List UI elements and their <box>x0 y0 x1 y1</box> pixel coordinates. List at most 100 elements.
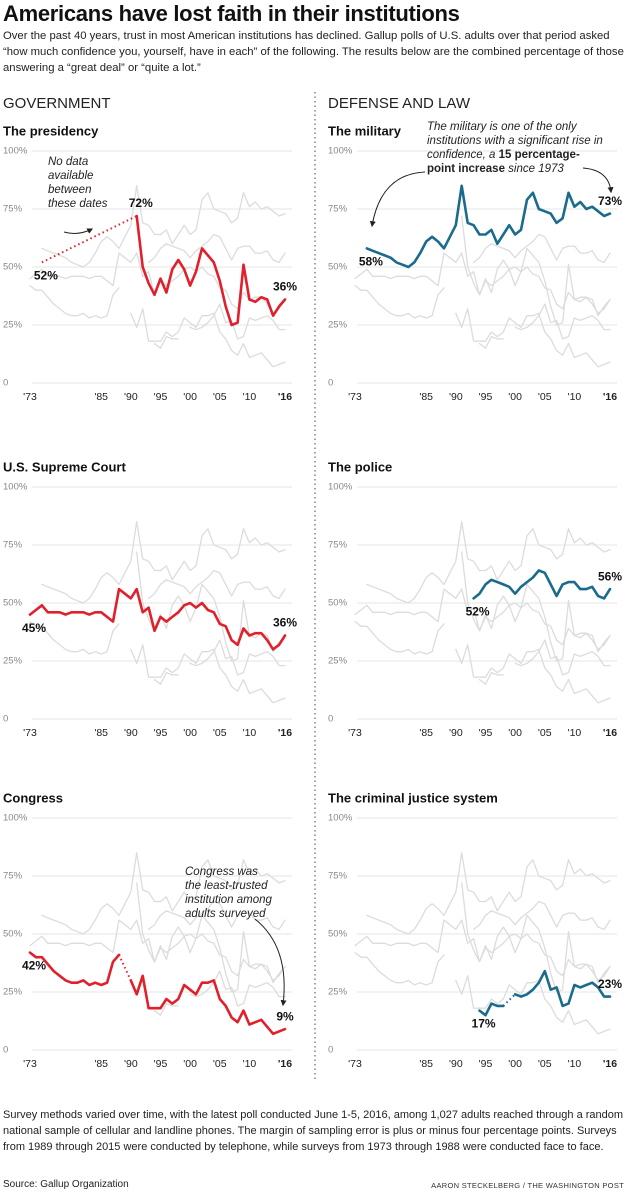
y-tick-label: 75% <box>328 871 348 882</box>
background-line <box>455 975 611 1035</box>
y-tick-label: 50% <box>3 929 23 940</box>
y-tick-label: 0 <box>3 714 8 725</box>
background-line <box>354 919 611 982</box>
x-tick-label: '00 <box>183 391 197 403</box>
value-label: 72% <box>129 196 153 210</box>
line <box>365 184 612 269</box>
y-tick-label: 100% <box>3 813 28 824</box>
x-tick-label: '16 <box>278 727 292 739</box>
x-tick-label: '73 <box>348 391 362 403</box>
x-tick-label: '90 <box>124 391 138 403</box>
annotation: confidence, a 15 percentage- <box>427 149 580 161</box>
value-label: 17% <box>472 1017 496 1031</box>
x-tick-label: '10 <box>568 1058 582 1070</box>
y-tick-label: 25% <box>328 987 348 998</box>
annotation: point increase since 1973 <box>427 163 564 175</box>
credit: AARON STECKELBERG / THE WASHINGTON POST <box>431 1181 624 1190</box>
background-line <box>153 671 179 685</box>
background-line <box>153 335 179 349</box>
note: Survey methods varied over time, with th… <box>3 1109 624 1153</box>
background-line <box>354 951 445 986</box>
y-tick-label: 75% <box>328 540 348 551</box>
x-tick-label: '95 <box>154 727 168 739</box>
x-tick-label: '16 <box>278 391 292 403</box>
x-tick-label: '05 <box>538 727 552 739</box>
background-line <box>41 521 286 604</box>
x-tick-label: '00 <box>508 391 522 403</box>
value-label: 36% <box>273 616 297 630</box>
y-tick-label: 100% <box>328 146 353 157</box>
x-tick-label: '95 <box>479 727 493 739</box>
annotation-text: institutions with a significant rise in <box>427 135 603 147</box>
background-line <box>472 900 611 931</box>
value-label: 56% <box>598 569 622 583</box>
background-line <box>189 970 286 1007</box>
x-tick-label: '73 <box>23 391 37 403</box>
line <box>129 974 287 1036</box>
y-tick-label: 50% <box>3 598 23 609</box>
value-label: 52% <box>34 269 58 283</box>
value-label: 36% <box>273 280 297 294</box>
x-tick-label: '73 <box>348 1058 362 1070</box>
annotation-text: The military is one of the only <box>427 121 578 133</box>
annotation-text: these dates <box>48 198 108 210</box>
x-tick-label: '05 <box>213 727 227 739</box>
x-tick-label: '16 <box>603 1058 617 1070</box>
chart-title: The police <box>328 459 392 474</box>
title: Americans have lost faith in their insti… <box>3 1 460 26</box>
x-tick-label: '95 <box>154 1058 168 1070</box>
y-tick-label: 50% <box>3 262 23 273</box>
annotation-text: between <box>48 184 91 196</box>
x-tick-label: '85 <box>94 1058 108 1070</box>
background-line <box>514 639 611 676</box>
background-line <box>461 215 611 326</box>
value-label: 73% <box>598 194 622 208</box>
x-tick-label: '85 <box>419 391 433 403</box>
y-tick-label: 75% <box>3 540 23 551</box>
background-line <box>147 569 286 600</box>
value-label: 58% <box>359 255 383 269</box>
x-tick-label: '90 <box>124 1058 138 1070</box>
background-line <box>366 852 611 935</box>
value-label: 42% <box>22 959 46 973</box>
x-tick-label: '10 <box>243 1058 257 1070</box>
annotation-text: 15 percentage- <box>499 149 580 161</box>
annotation: the least-trusted <box>185 880 268 892</box>
x-tick-label: '90 <box>124 727 138 739</box>
x-tick-label: '90 <box>449 727 463 739</box>
x-tick-label: '73 <box>23 727 37 739</box>
background-line <box>41 185 286 268</box>
annotation-arrow <box>63 228 94 234</box>
annotation: institution among <box>185 894 273 906</box>
annotation-text: confidence, a <box>427 149 499 161</box>
annotation-text: adults surveyed <box>185 908 266 920</box>
x-tick-label: '95 <box>479 391 493 403</box>
x-tick-label: '10 <box>243 727 257 739</box>
x-tick-label: '00 <box>508 727 522 739</box>
line <box>472 569 612 600</box>
x-tick-label: '00 <box>183 727 197 739</box>
background-line <box>366 521 611 604</box>
line <box>28 587 287 651</box>
background-line <box>455 644 611 704</box>
y-tick-label: 25% <box>3 320 23 331</box>
background-line <box>189 639 286 676</box>
x-tick-label: '85 <box>94 391 108 403</box>
x-tick-label: '10 <box>568 391 582 403</box>
value-label: 23% <box>598 977 622 991</box>
background-line <box>354 620 445 655</box>
y-tick-label: 100% <box>328 813 353 824</box>
y-tick-label: 100% <box>3 482 28 493</box>
y-tick-label: 25% <box>328 320 348 331</box>
annotation-arrow <box>582 167 614 194</box>
annotation: between <box>48 184 91 196</box>
subtitle: Over the past 40 years, trust in most Am… <box>3 30 624 74</box>
x-tick-label: '90 <box>449 1058 463 1070</box>
x-tick-label: '00 <box>508 1058 522 1070</box>
annotation-text: institution among <box>185 894 273 906</box>
background-line <box>136 551 286 662</box>
chart-title: The criminal justice system <box>328 790 498 805</box>
gap-connector <box>118 954 132 981</box>
x-tick-label: '16 <box>603 391 617 403</box>
x-tick-label: '95 <box>479 1058 493 1070</box>
